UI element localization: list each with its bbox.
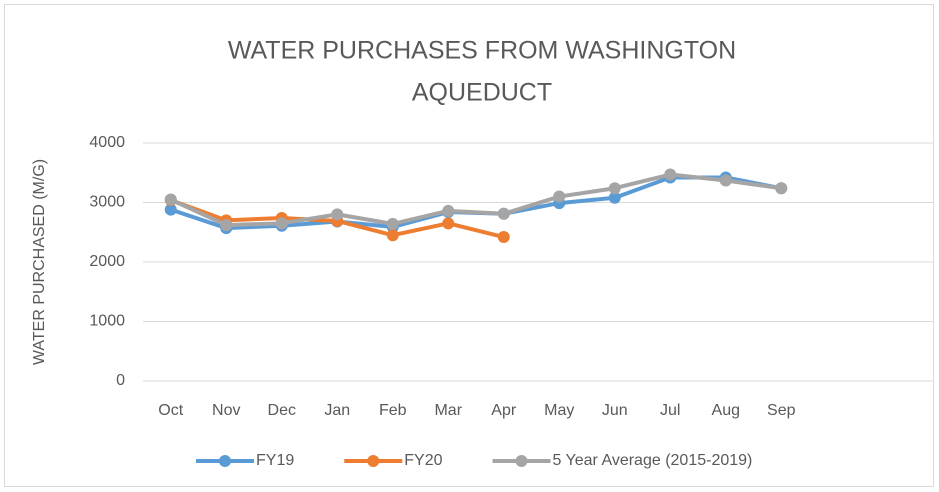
x-tick-label: Aug xyxy=(712,402,740,419)
legend-label: FY19 xyxy=(256,452,294,469)
point-marker xyxy=(220,219,233,232)
y-tick-label: 3000 xyxy=(89,194,125,211)
point-marker xyxy=(553,190,566,203)
x-tick-label: Dec xyxy=(268,402,296,419)
x-tick-label: Jan xyxy=(324,402,350,419)
legend-marker xyxy=(515,455,528,467)
legend-label: 5 Year Average (2015-2019) xyxy=(553,452,753,469)
point-marker xyxy=(386,217,399,230)
y-tick-label: 0 xyxy=(116,372,125,389)
chart-border xyxy=(4,4,934,487)
y-tick-label: 4000 xyxy=(89,134,125,151)
x-tick-label: Jul xyxy=(660,402,680,419)
point-marker xyxy=(497,207,510,220)
x-tick-label: Nov xyxy=(212,402,240,419)
point-marker xyxy=(386,229,399,242)
x-tick-label: Oct xyxy=(158,402,183,419)
point-marker xyxy=(164,203,177,216)
x-tick-label: Jun xyxy=(602,402,628,419)
point-marker xyxy=(608,191,621,204)
chart-title: AQUEDUCT xyxy=(412,79,552,107)
x-tick-label: May xyxy=(544,402,574,419)
chart-title: WATER PURCHASES FROM WASHINGTON xyxy=(228,37,736,65)
y-tick-label: 1000 xyxy=(89,313,125,330)
legend-marker xyxy=(219,455,231,467)
point-marker xyxy=(442,217,455,230)
point-marker xyxy=(331,208,344,221)
point-marker xyxy=(497,231,510,244)
y-axis-label: WATER PURCHASED (M/G) xyxy=(31,159,48,365)
point-marker xyxy=(719,174,732,187)
point-marker xyxy=(442,204,455,217)
x-tick-label: Apr xyxy=(491,402,517,419)
y-tick-label: 2000 xyxy=(89,253,125,270)
x-tick-label: Sep xyxy=(767,402,796,419)
point-marker xyxy=(275,217,288,230)
legend-label: FY20 xyxy=(404,452,442,469)
series-line xyxy=(168,172,784,228)
legend-marker xyxy=(367,455,380,467)
x-tick-label: Feb xyxy=(379,402,407,419)
x-tick-label: Mar xyxy=(434,402,462,419)
point-marker xyxy=(664,168,677,181)
point-marker xyxy=(775,182,788,195)
point-marker xyxy=(164,193,177,206)
point-marker xyxy=(608,182,621,195)
